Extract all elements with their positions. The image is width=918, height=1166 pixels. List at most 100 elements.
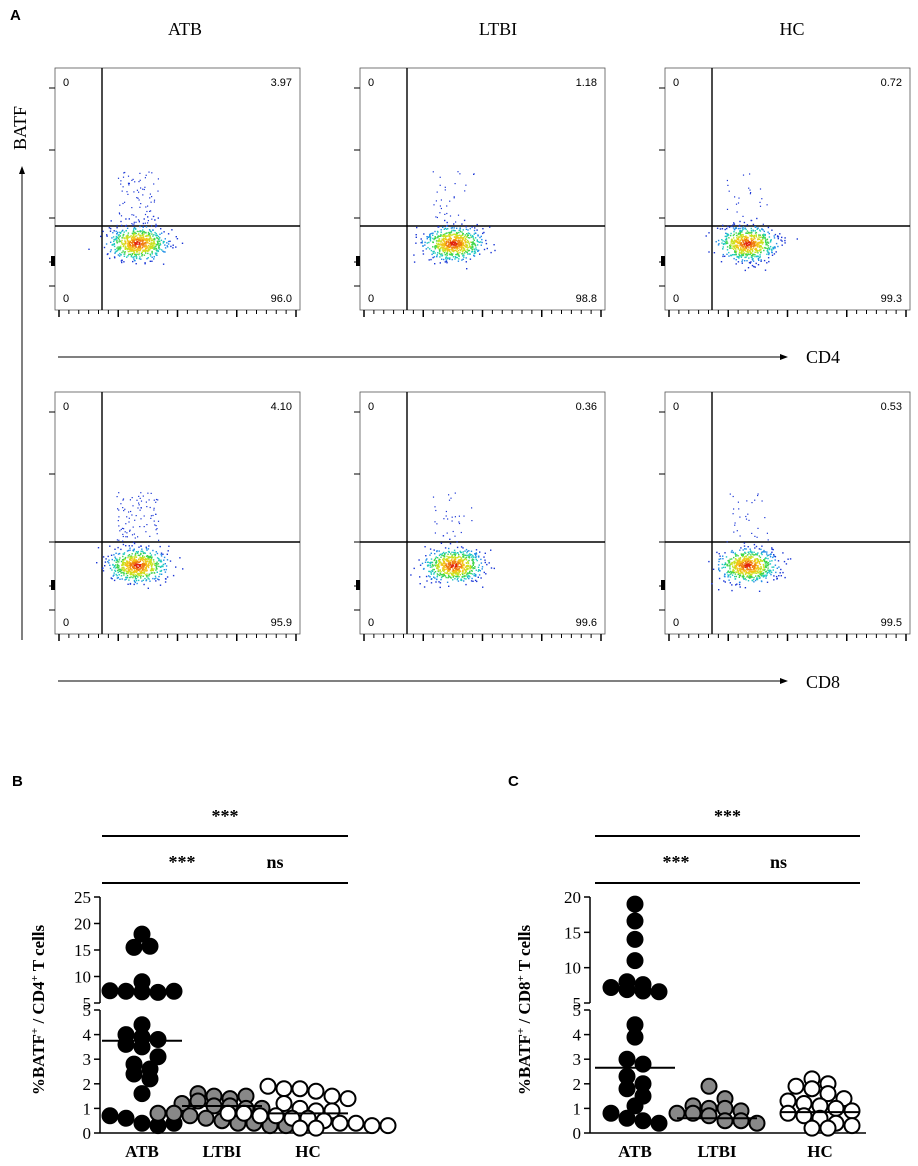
flow-event-point	[740, 255, 742, 257]
flow-event-point	[741, 259, 744, 261]
flow-event-point	[729, 573, 731, 576]
flow-event-point	[129, 576, 131, 579]
flow-event-point	[466, 567, 468, 569]
flow-event-point	[144, 559, 146, 561]
flow-event-point	[436, 216, 438, 219]
flow-event-point	[150, 565, 153, 567]
flow-event-point	[124, 253, 126, 255]
flow-event-point	[122, 566, 124, 569]
flow-event-point	[129, 559, 132, 561]
flow-event-point	[148, 555, 150, 558]
flow-event-point	[747, 244, 749, 247]
flow-event-point	[132, 234, 135, 237]
flow-event-point	[474, 567, 476, 569]
flow-event-point	[750, 227, 752, 230]
flow-event-point	[721, 563, 723, 566]
flow-event-point	[728, 190, 730, 192]
flow-event-point	[753, 244, 756, 246]
flow-event-point	[749, 262, 751, 264]
flow-event-point	[741, 260, 743, 263]
flow-event-point	[120, 548, 122, 551]
flow-event-point	[122, 186, 124, 188]
flow-event-point	[430, 572, 432, 574]
flow-event-point	[741, 254, 743, 257]
flow-event-point	[447, 569, 449, 571]
flow-event-point	[724, 552, 726, 554]
flow-event-point	[769, 572, 771, 574]
flow-event-point	[726, 249, 729, 251]
flow-event-point	[446, 559, 448, 561]
flow-event-point	[448, 236, 451, 238]
flow-event-point	[438, 550, 440, 552]
flow-event-point	[442, 535, 445, 537]
flow-event-point	[152, 229, 154, 231]
flow-event-point	[732, 495, 734, 498]
flow-event-point	[755, 575, 757, 577]
flow-event-point	[748, 257, 750, 259]
flow-event-point	[127, 236, 129, 238]
flow-event-point	[735, 250, 738, 252]
flow-upper-right-pct-cd4-ltbi: 1.18	[576, 77, 597, 89]
flow-event-point	[755, 244, 758, 246]
flow-event-point	[123, 570, 126, 572]
flow-event-point	[450, 565, 453, 567]
flow-event-point	[740, 568, 742, 570]
flow-event-point	[459, 574, 461, 576]
flow-event-point	[432, 256, 434, 259]
flow-event-point	[752, 572, 755, 574]
flow-event-point	[117, 520, 119, 522]
flow-event-point	[157, 499, 159, 501]
flow-event-point	[451, 234, 453, 236]
flow-event-point	[764, 234, 766, 237]
flow-event-point	[440, 229, 442, 231]
flow-event-point	[127, 237, 129, 240]
flow-event-point	[123, 528, 125, 530]
flow-event-point	[759, 256, 761, 259]
flow-event-point	[149, 552, 151, 554]
flow-event-point	[464, 246, 467, 248]
flow-event-point	[147, 252, 149, 255]
flow-event-point	[465, 548, 468, 551]
flow-event-point	[122, 553, 124, 555]
flow-event-point	[135, 570, 137, 572]
flow-event-point	[125, 576, 128, 579]
data-point-atb	[149, 1048, 167, 1066]
flow-event-point	[142, 555, 144, 557]
flow-event-point	[764, 571, 767, 573]
flow-event-point	[754, 230, 756, 232]
flow-event-point	[154, 565, 157, 567]
flow-event-point	[729, 566, 731, 568]
flow-event-point	[742, 566, 744, 568]
flow-event-point	[140, 553, 142, 555]
flow-event-point	[462, 251, 464, 253]
flow-event-point	[141, 254, 144, 256]
flow-event-point	[474, 250, 476, 253]
flow-event-point	[116, 569, 119, 572]
flow-event-point	[150, 558, 153, 561]
flow-event-point	[760, 249, 762, 251]
flow-event-point	[445, 564, 447, 567]
flow-event-point	[112, 564, 114, 566]
flow-event-point	[440, 246, 442, 248]
flow-event-point	[458, 515, 460, 517]
flow-event-point	[473, 573, 476, 575]
flow-event-point	[449, 253, 451, 256]
flow-event-point	[458, 566, 460, 568]
flow-event-point	[437, 570, 440, 572]
data-point-atb	[626, 952, 644, 970]
flow-event-point	[120, 572, 122, 574]
flow-event-point	[462, 255, 464, 257]
flow-event-point	[156, 243, 159, 246]
flow-event-point	[741, 563, 743, 565]
flow-event-point	[166, 246, 169, 248]
flow-event-point	[773, 579, 775, 581]
flow-event-point	[726, 208, 729, 210]
flow-event-point	[737, 232, 740, 234]
flow-event-point	[126, 550, 129, 552]
flow-event-point	[438, 239, 440, 241]
flow-event-point	[125, 229, 127, 232]
flow-event-point	[490, 567, 493, 569]
flow-event-point	[130, 567, 132, 570]
flow-event-point	[135, 216, 137, 218]
